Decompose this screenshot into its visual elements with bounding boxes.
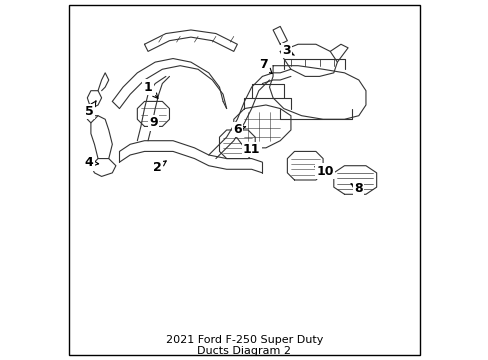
Text: 11: 11 xyxy=(243,143,260,156)
Text: 8: 8 xyxy=(350,183,363,195)
Text: 10: 10 xyxy=(314,165,333,177)
Text: 9: 9 xyxy=(149,116,158,129)
Text: 4: 4 xyxy=(84,156,99,169)
Text: 6: 6 xyxy=(233,123,245,136)
Text: 2021 Ford F-250 Super Duty
Ducts Diagram 2: 2021 Ford F-250 Super Duty Ducts Diagram… xyxy=(165,335,323,356)
Text: 3: 3 xyxy=(282,44,294,57)
Text: 1: 1 xyxy=(143,81,158,98)
Text: 2: 2 xyxy=(152,161,166,174)
Text: 7: 7 xyxy=(259,58,271,73)
Text: 5: 5 xyxy=(84,101,96,118)
